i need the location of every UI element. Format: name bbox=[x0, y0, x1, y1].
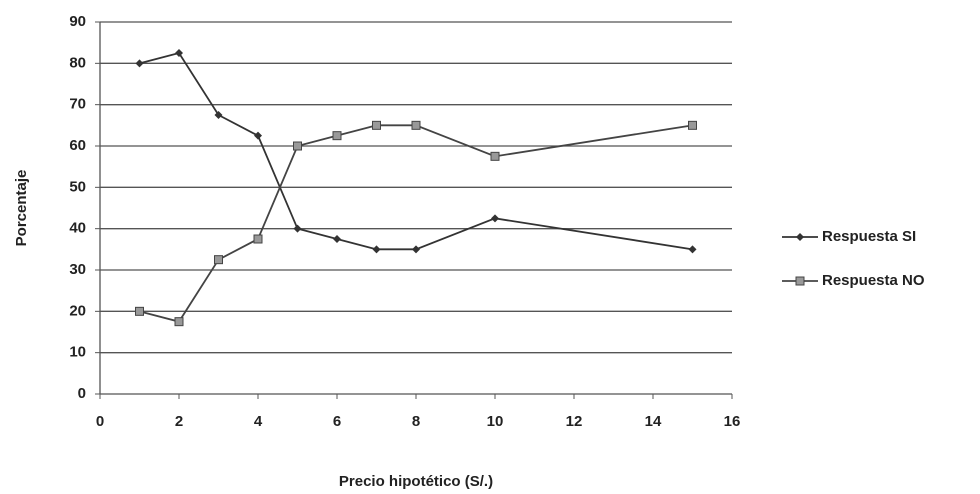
marker bbox=[135, 306, 144, 316]
x-tick-label: 4 bbox=[254, 413, 263, 430]
marker bbox=[333, 235, 341, 243]
marker bbox=[688, 245, 697, 254]
marker bbox=[135, 59, 144, 68]
x-tick-label: 14 bbox=[645, 413, 662, 430]
marker bbox=[412, 245, 420, 254]
legend-marker bbox=[795, 276, 805, 286]
series-line bbox=[139, 124, 693, 323]
x-tick-label: 10 bbox=[487, 413, 504, 430]
marker bbox=[214, 255, 223, 265]
x-tick-label: 8 bbox=[412, 413, 420, 430]
marker bbox=[491, 214, 499, 223]
x-tick-label: 0 bbox=[96, 413, 104, 430]
marker bbox=[174, 317, 184, 327]
marker bbox=[175, 49, 183, 57]
x-axis-label: Precio hipotético (S/.) bbox=[339, 473, 493, 490]
marker bbox=[332, 131, 342, 141]
x-tick-label: 12 bbox=[566, 413, 583, 430]
y-tick-label: 20 bbox=[69, 302, 86, 319]
x-tick-label: 2 bbox=[175, 413, 183, 430]
y-tick-label: 30 bbox=[69, 261, 86, 278]
x-tick-label: 6 bbox=[333, 413, 341, 430]
marker bbox=[214, 111, 223, 119]
x-tick-label: 16 bbox=[724, 413, 741, 430]
legend-label: Respuesta SI bbox=[822, 228, 916, 245]
y-tick-label: 80 bbox=[69, 54, 86, 71]
marker bbox=[293, 141, 302, 151]
y-tick-label: 0 bbox=[78, 385, 86, 402]
y-tick-label: 60 bbox=[69, 137, 86, 154]
series-line bbox=[139, 51, 693, 251]
y-tick-label: 10 bbox=[69, 344, 86, 361]
marker bbox=[254, 131, 262, 140]
marker bbox=[293, 224, 302, 233]
marker bbox=[688, 120, 697, 130]
marker bbox=[372, 245, 381, 254]
y-axis-label: Porcentaje bbox=[13, 170, 30, 247]
legend-marker bbox=[796, 233, 804, 241]
marker bbox=[372, 120, 381, 130]
y-tick-label: 90 bbox=[69, 13, 86, 30]
y-tick-label: 70 bbox=[69, 96, 86, 113]
marker bbox=[253, 234, 263, 244]
marker bbox=[490, 151, 500, 161]
y-tick-label: 40 bbox=[69, 220, 86, 237]
legend-label: Respuesta NO bbox=[822, 272, 925, 289]
y-tick-label: 50 bbox=[69, 178, 86, 195]
marker bbox=[411, 120, 421, 130]
